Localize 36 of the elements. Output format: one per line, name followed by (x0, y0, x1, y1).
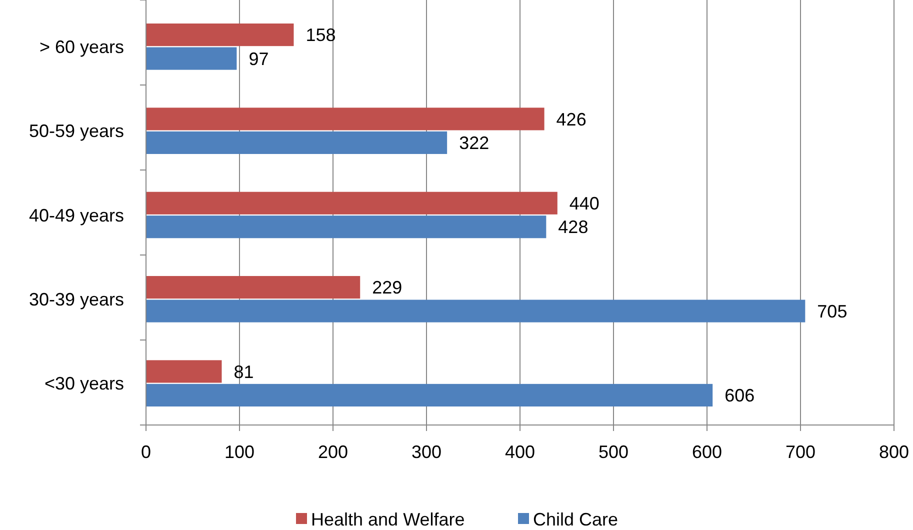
bar (146, 108, 544, 130)
bar (146, 300, 806, 322)
data-label: 440 (569, 193, 600, 214)
bar (146, 131, 448, 154)
data-label: 426 (556, 109, 586, 130)
x-tick-label: 0 (140, 442, 152, 462)
x-tick-label: 800 (878, 442, 910, 462)
y-tick-label: > 60 years (39, 36, 124, 57)
bar (146, 276, 360, 299)
x-tick-label: 200 (318, 442, 348, 462)
bar (146, 384, 713, 406)
bar (146, 47, 237, 70)
y-tick-label: 50-59 years (28, 121, 124, 142)
data-label: 229 (372, 278, 402, 298)
data-label: 606 (724, 386, 755, 406)
legend-label: Health and Welfare (311, 509, 465, 530)
data-label: 705 (817, 301, 848, 322)
x-tick-label: 500 (598, 442, 629, 462)
bar (146, 360, 222, 383)
data-label: 81 (234, 362, 254, 382)
x-tick-label: 300 (411, 442, 442, 462)
y-tick-label: 30-39 years (28, 289, 124, 310)
data-label: 97 (248, 48, 269, 69)
x-tick-label: 100 (224, 442, 255, 462)
data-label: 158 (306, 25, 336, 46)
bar (146, 216, 546, 238)
data-label: 428 (558, 217, 588, 238)
legend-label: Child Care (533, 509, 618, 530)
x-tick-label: 400 (504, 442, 536, 462)
x-tick-label: 600 (692, 442, 722, 462)
y-tick-label: <30 years (44, 374, 124, 394)
bar (146, 24, 294, 46)
bar (146, 192, 558, 214)
y-tick-label: 40-49 years (28, 205, 124, 226)
data-label: 322 (459, 133, 490, 153)
x-tick-label: 700 (785, 442, 816, 462)
